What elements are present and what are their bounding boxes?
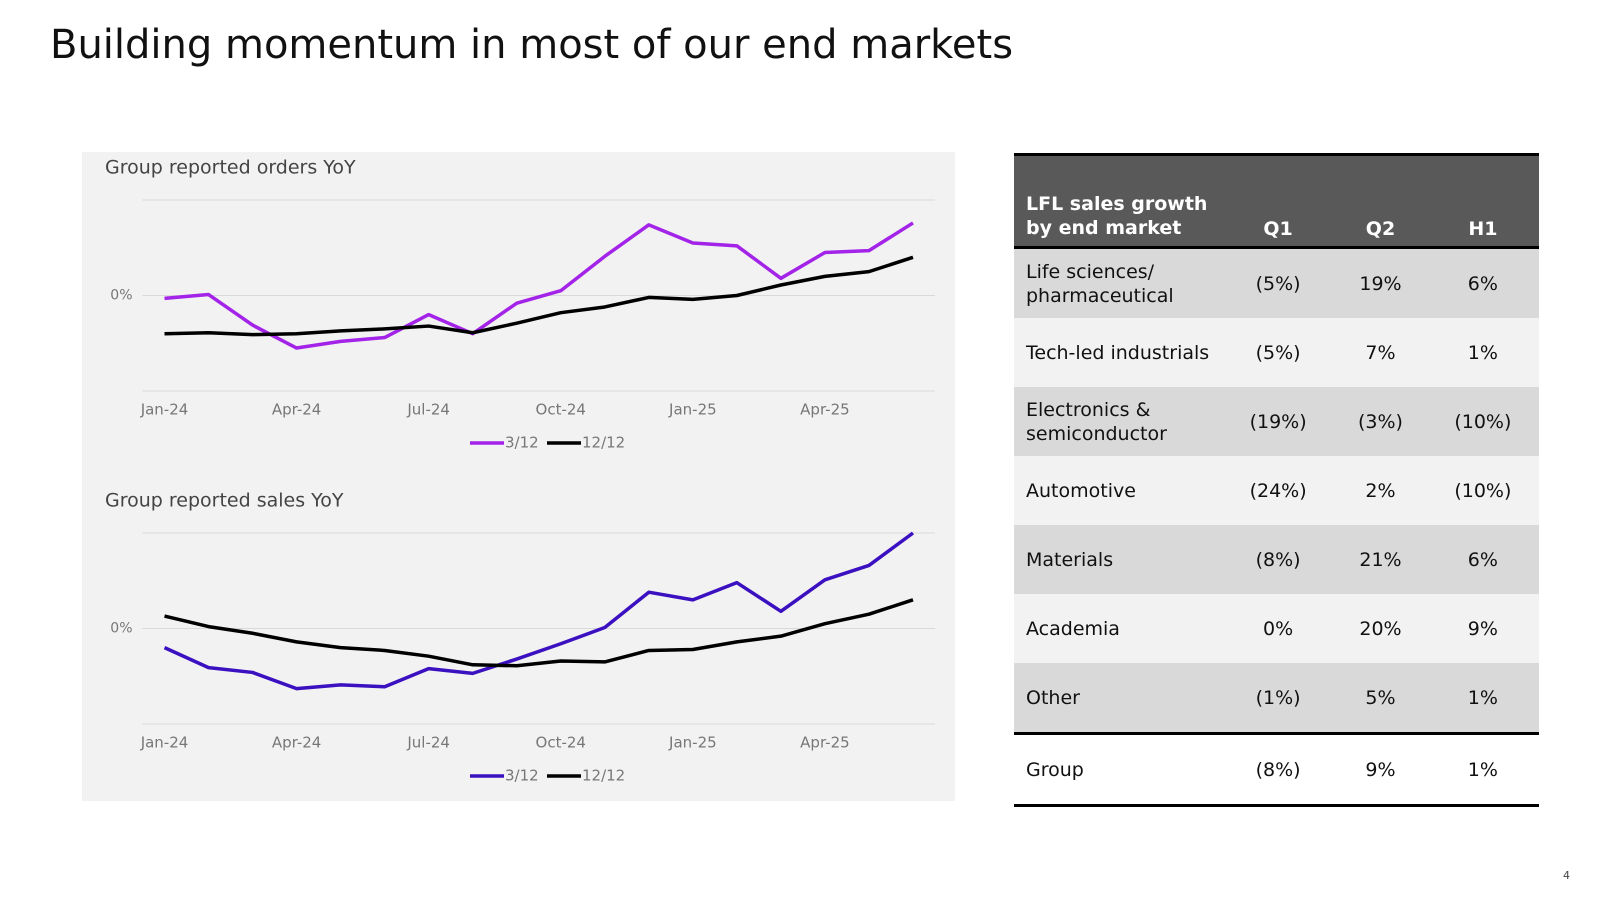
row-label: Life sciences/ pharmaceutical [1014, 247, 1222, 318]
cell: 20% [1334, 594, 1427, 663]
cell: (8%) [1222, 732, 1335, 807]
cell: 2% [1334, 456, 1427, 525]
cell: 6% [1426, 525, 1539, 594]
cell: (10%) [1426, 387, 1539, 456]
x-tick-label: Apr-24 [272, 401, 322, 419]
x-tick-label: Jan-24 [140, 401, 189, 419]
legend-label: 3/12 [505, 434, 539, 452]
cell: 7% [1334, 318, 1427, 387]
chart-panel [82, 152, 955, 801]
cell: 1% [1426, 663, 1539, 734]
line-series [164, 598, 914, 668]
cell: (1%) [1222, 663, 1335, 734]
chart-title: Group reported orders YoY [105, 157, 356, 179]
table-row: Tech-led industrials (5%) 7% 1% [1014, 318, 1539, 387]
x-tick-label: Jul-24 [406, 401, 450, 419]
row-label: Tech-led industrials [1014, 318, 1222, 387]
cell: 9% [1426, 594, 1539, 663]
cell: 5% [1334, 663, 1427, 734]
x-tick-label: Oct-24 [536, 401, 586, 419]
row-label: Group [1014, 732, 1222, 807]
x-tick-label: Apr-25 [800, 734, 850, 752]
cell: (3%) [1334, 387, 1427, 456]
cell: (8%) [1222, 525, 1335, 594]
x-tick-label: Jan-25 [668, 401, 717, 419]
table-row: Academia 0% 20% 9% [1014, 594, 1539, 663]
line-series [164, 255, 914, 337]
x-tick-label: Oct-24 [536, 734, 586, 752]
row-label: Academia [1014, 594, 1222, 663]
table-body: Life sciences/ pharmaceutical (5%) 19% 6% Te… [1014, 247, 1539, 807]
column-header: LFL sales growth by end market [1014, 153, 1222, 249]
cell: 1% [1426, 318, 1539, 387]
cell: (5%) [1222, 247, 1335, 318]
table-row: Materials (8%) 21% 6% [1014, 525, 1539, 594]
row-label: Materials [1014, 525, 1222, 594]
table-row: Life sciences/ pharmaceutical (5%) 19% 6% [1014, 247, 1539, 318]
cell: (24%) [1222, 456, 1335, 525]
chart-title: Group reported sales YoY [105, 490, 344, 512]
cell: (19%) [1222, 387, 1335, 456]
cell: 1% [1426, 732, 1539, 807]
x-tick-label: Apr-24 [272, 734, 322, 752]
legend-label: 12/12 [582, 434, 625, 452]
cell: 0% [1222, 594, 1335, 663]
line-series [163, 531, 915, 691]
slide-title: Building momentum in most of our end mar… [50, 22, 1014, 68]
x-tick-label: Jul-24 [406, 734, 450, 752]
table-row: Automotive (24%) 2% (10%) [1014, 456, 1539, 525]
y-tick-label: 0% [110, 621, 132, 637]
page-number: 4 [1563, 869, 1570, 882]
cell: (10%) [1426, 456, 1539, 525]
column-header: Q2 [1334, 153, 1427, 249]
table-header: LFL sales growth by end market Q1 Q2 H1 [1014, 153, 1539, 249]
cell: 9% [1334, 732, 1427, 807]
column-header: Q1 [1222, 153, 1335, 249]
cell: (5%) [1222, 318, 1335, 387]
table-row: Electronics & semiconductor (19%) (3%) (10%… [1014, 387, 1539, 456]
legend-label: 12/12 [582, 767, 625, 785]
x-tick-label: Jan-24 [140, 734, 189, 752]
cell: 21% [1334, 525, 1427, 594]
y-tick-label: 0% [110, 288, 132, 304]
x-tick-label: Jan-25 [668, 734, 717, 752]
line-series [164, 221, 914, 350]
column-header: H1 [1426, 153, 1539, 249]
cell: 19% [1334, 247, 1427, 318]
cell: 6% [1426, 247, 1539, 318]
legend-label: 3/12 [505, 767, 539, 785]
table-row: Other (1%) 5% 1% [1014, 663, 1539, 734]
row-label: Other [1014, 663, 1222, 734]
charts: Group reported orders YoY 0% Jan-24 Apr-24 J… [82, 152, 955, 801]
table: LFL sales growth by end market Q1 Q2 H1 Life… [1014, 153, 1539, 807]
row-label: Automotive [1014, 456, 1222, 525]
x-tick-label: Apr-25 [800, 401, 850, 419]
row-label: Electronics & semiconductor [1014, 387, 1222, 456]
table-row: Group (8%) 9% 1% [1014, 732, 1539, 807]
